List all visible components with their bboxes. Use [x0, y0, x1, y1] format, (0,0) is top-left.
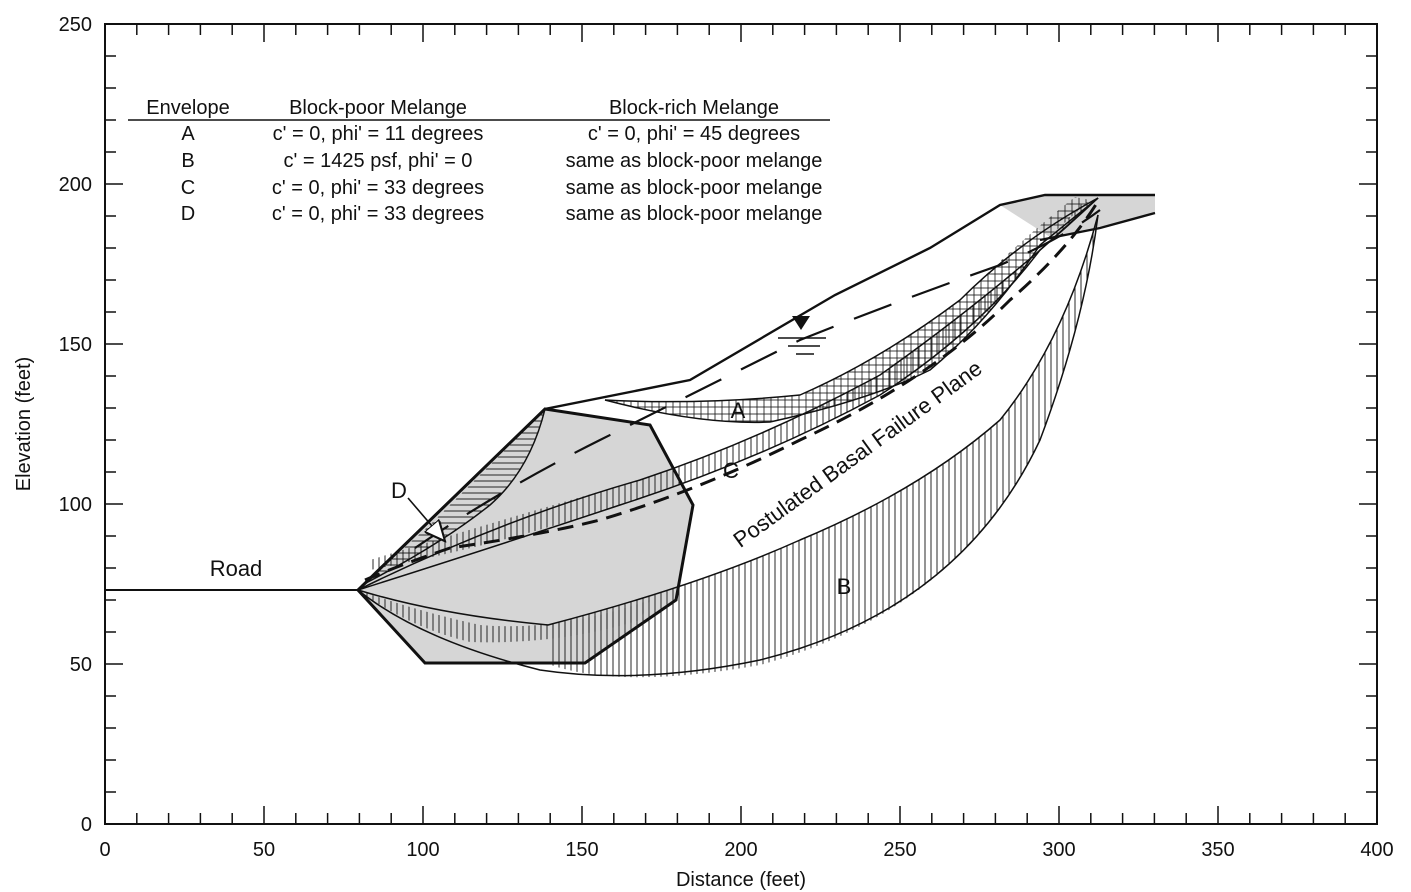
envelope-a-label: A	[731, 398, 746, 423]
water-table-triangle-icon	[792, 316, 810, 330]
table-row-c-envelope: C	[181, 177, 195, 199]
y-tick-label: 100	[59, 494, 92, 516]
table-header-block-poor: Block-poor Melange	[289, 97, 467, 119]
x-tick-label: 0	[99, 839, 110, 861]
y-axis-tick-labels: 0 50 100 150 200 250	[59, 14, 92, 836]
x-tick-label: 350	[1201, 839, 1234, 861]
water-table-lines-icon	[778, 338, 826, 354]
envelope-table: Envelope Block-poor Melange Block-rich M…	[128, 97, 830, 225]
table-row-d-block-poor: c' = 0, phi' = 33 degrees	[272, 203, 484, 225]
envelope-a-hatched-band	[605, 197, 1090, 422]
table-row-a-envelope: A	[181, 123, 195, 145]
x-tick-label: 100	[406, 839, 439, 861]
x-tick-label: 250	[883, 839, 916, 861]
x-tick-label: 300	[1042, 839, 1075, 861]
x-axis-title: Distance (feet)	[676, 869, 806, 891]
x-tick-label: 150	[565, 839, 598, 861]
table-row-c-block-rich: same as block-poor melange	[566, 177, 823, 199]
y-axis-title: Elevation (feet)	[13, 357, 35, 492]
table-row-b-block-rich: same as block-poor melange	[566, 150, 823, 172]
table-row-a-block-rich: c' = 0, phi' = 45 degrees	[588, 123, 800, 145]
table-row-d-block-rich: same as block-poor melange	[566, 203, 823, 225]
table-row-a-block-poor: c' = 0, phi' = 11 degrees	[273, 123, 484, 145]
x-axis-tick-labels: 0 50 100 150 200 250 300 350 400	[99, 839, 1393, 861]
table-row-d-envelope: D	[181, 203, 195, 225]
y-tick-label: 0	[81, 814, 92, 836]
y-tick-label: 150	[59, 334, 92, 356]
envelope-c-label: C	[723, 458, 739, 483]
envelope-b-label: B	[837, 574, 852, 599]
x-tick-label: 200	[724, 839, 757, 861]
y-tick-label: 250	[59, 14, 92, 36]
table-header-envelope: Envelope	[146, 97, 229, 119]
envelope-d-label: D	[391, 478, 407, 503]
y-tick-label: 50	[70, 654, 92, 676]
table-row-b-envelope: B	[181, 150, 194, 172]
x-tick-label: 400	[1360, 839, 1393, 861]
table-header-block-rich: Block-rich Melange	[609, 97, 779, 119]
table-row-b-block-poor: c' = 1425 psf, phi' = 0	[284, 150, 473, 172]
x-tick-label: 50	[253, 839, 275, 861]
table-row-c-block-poor: c' = 0, phi' = 33 degrees	[272, 177, 484, 199]
road-label: Road	[210, 556, 263, 581]
y-tick-label: 200	[59, 174, 92, 196]
